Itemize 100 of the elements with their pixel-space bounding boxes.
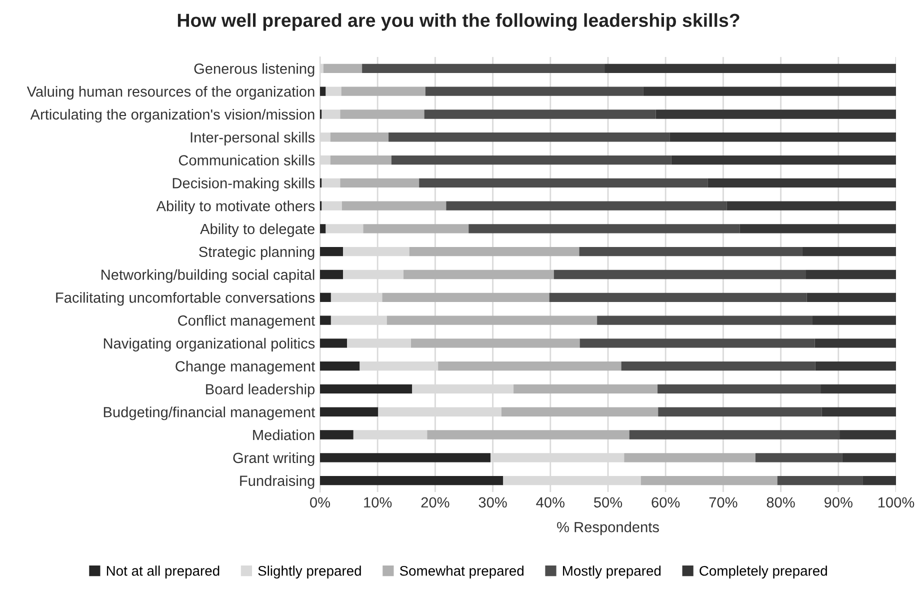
bar <box>323 64 362 74</box>
y-tick-label: Networking/building social capital <box>102 269 314 283</box>
bar <box>362 64 605 74</box>
bar <box>806 270 896 280</box>
bar <box>391 155 672 165</box>
bar <box>438 362 622 371</box>
bar <box>341 86 426 96</box>
y-tick-label: Fundraising <box>240 475 314 489</box>
x-tick-label: 100% <box>878 497 914 508</box>
bar <box>814 338 896 348</box>
bar <box>320 384 412 394</box>
bar <box>326 86 342 96</box>
bar <box>424 110 656 119</box>
y-tick-label: Inter-personal skills <box>190 132 315 146</box>
bar <box>409 247 580 256</box>
y-tick-label: Communication skills <box>178 154 315 166</box>
bar <box>320 270 344 280</box>
y-tick-label: Mediation <box>253 429 314 440</box>
bar <box>501 407 658 416</box>
x-tick-label: 60% <box>652 497 680 508</box>
bar <box>658 384 821 394</box>
bar <box>671 155 896 165</box>
bar <box>740 224 896 234</box>
bar <box>382 292 550 302</box>
bar <box>320 453 490 462</box>
x-tick-label: 80% <box>766 497 795 508</box>
bar <box>386 316 598 325</box>
y-tick-label: Articulating the organization's vision/mission <box>30 108 314 123</box>
bar <box>340 110 424 119</box>
x-tick-label: 0% <box>310 497 330 508</box>
bar <box>755 453 842 462</box>
bar <box>320 362 360 371</box>
bar <box>411 338 580 348</box>
x-tick-label: 70% <box>709 497 738 508</box>
bar <box>640 476 778 486</box>
bar <box>777 476 863 486</box>
bar <box>330 132 389 142</box>
y-tick-label: Budgeting/financial management <box>104 406 316 420</box>
bar <box>320 430 354 440</box>
bar <box>388 132 670 142</box>
bar <box>342 201 446 210</box>
bar <box>427 430 630 440</box>
bar <box>656 110 896 119</box>
bar <box>320 224 326 234</box>
bar <box>554 270 806 280</box>
bar <box>624 453 756 462</box>
bar <box>621 362 816 371</box>
bar <box>425 86 644 96</box>
x-axis-title: % Respondents <box>557 522 659 536</box>
bar <box>708 178 896 188</box>
bar <box>320 338 348 348</box>
legend-label: Somewhat prepared <box>400 566 524 579</box>
legend-label: Mostly prepared <box>563 566 661 579</box>
bar <box>320 86 326 96</box>
bar <box>468 224 740 234</box>
bar <box>404 270 554 280</box>
bar <box>812 316 896 325</box>
bar <box>579 247 802 256</box>
y-tick-label: Decision-making skills <box>172 178 315 192</box>
legend-label: Slightly prepared <box>258 566 361 579</box>
bar <box>580 338 815 348</box>
bar <box>340 178 420 188</box>
y-tick-label: Change management <box>176 360 316 374</box>
bar <box>726 201 896 210</box>
bar <box>822 407 896 416</box>
bar <box>330 155 392 165</box>
y-tick-label: Grant writing <box>233 452 314 466</box>
bar <box>597 316 812 325</box>
x-tick-label: 20% <box>421 497 450 508</box>
bar <box>604 64 896 74</box>
chart-title: How well prepared are you with the following leadership skills? <box>178 13 740 31</box>
y-tick-label: Navigating organizational politics <box>104 338 315 352</box>
bar <box>320 292 331 302</box>
bar <box>320 247 344 256</box>
x-tick-label: 90% <box>824 497 852 508</box>
y-tick-label: Board leadership <box>206 384 315 398</box>
bar <box>320 316 331 325</box>
bar <box>514 384 658 394</box>
y-tick-label: Facilitating uncomfortable conversations <box>56 292 315 306</box>
bar <box>806 292 896 302</box>
y-tick-label: Valuing human resources of the organization <box>26 86 314 100</box>
x-tick-label: 10% <box>364 497 392 508</box>
legend-label: Not at all prepared <box>106 566 220 579</box>
bar <box>320 407 378 416</box>
bar <box>842 453 896 462</box>
y-tick-label: Ability to motivate others <box>156 200 315 214</box>
y-tick-label: Conflict management <box>178 315 316 329</box>
bar <box>363 224 469 234</box>
bar <box>658 407 822 416</box>
bar <box>840 430 896 440</box>
bar <box>815 362 896 371</box>
x-tick-label: 30% <box>478 497 507 508</box>
bar <box>670 132 896 142</box>
bar <box>643 86 896 96</box>
legend-label: Completely prepared <box>700 566 827 579</box>
bar <box>862 476 896 486</box>
bar <box>802 247 896 256</box>
bar <box>820 384 896 394</box>
bar <box>419 178 708 188</box>
x-tick-label: 50% <box>594 497 622 508</box>
